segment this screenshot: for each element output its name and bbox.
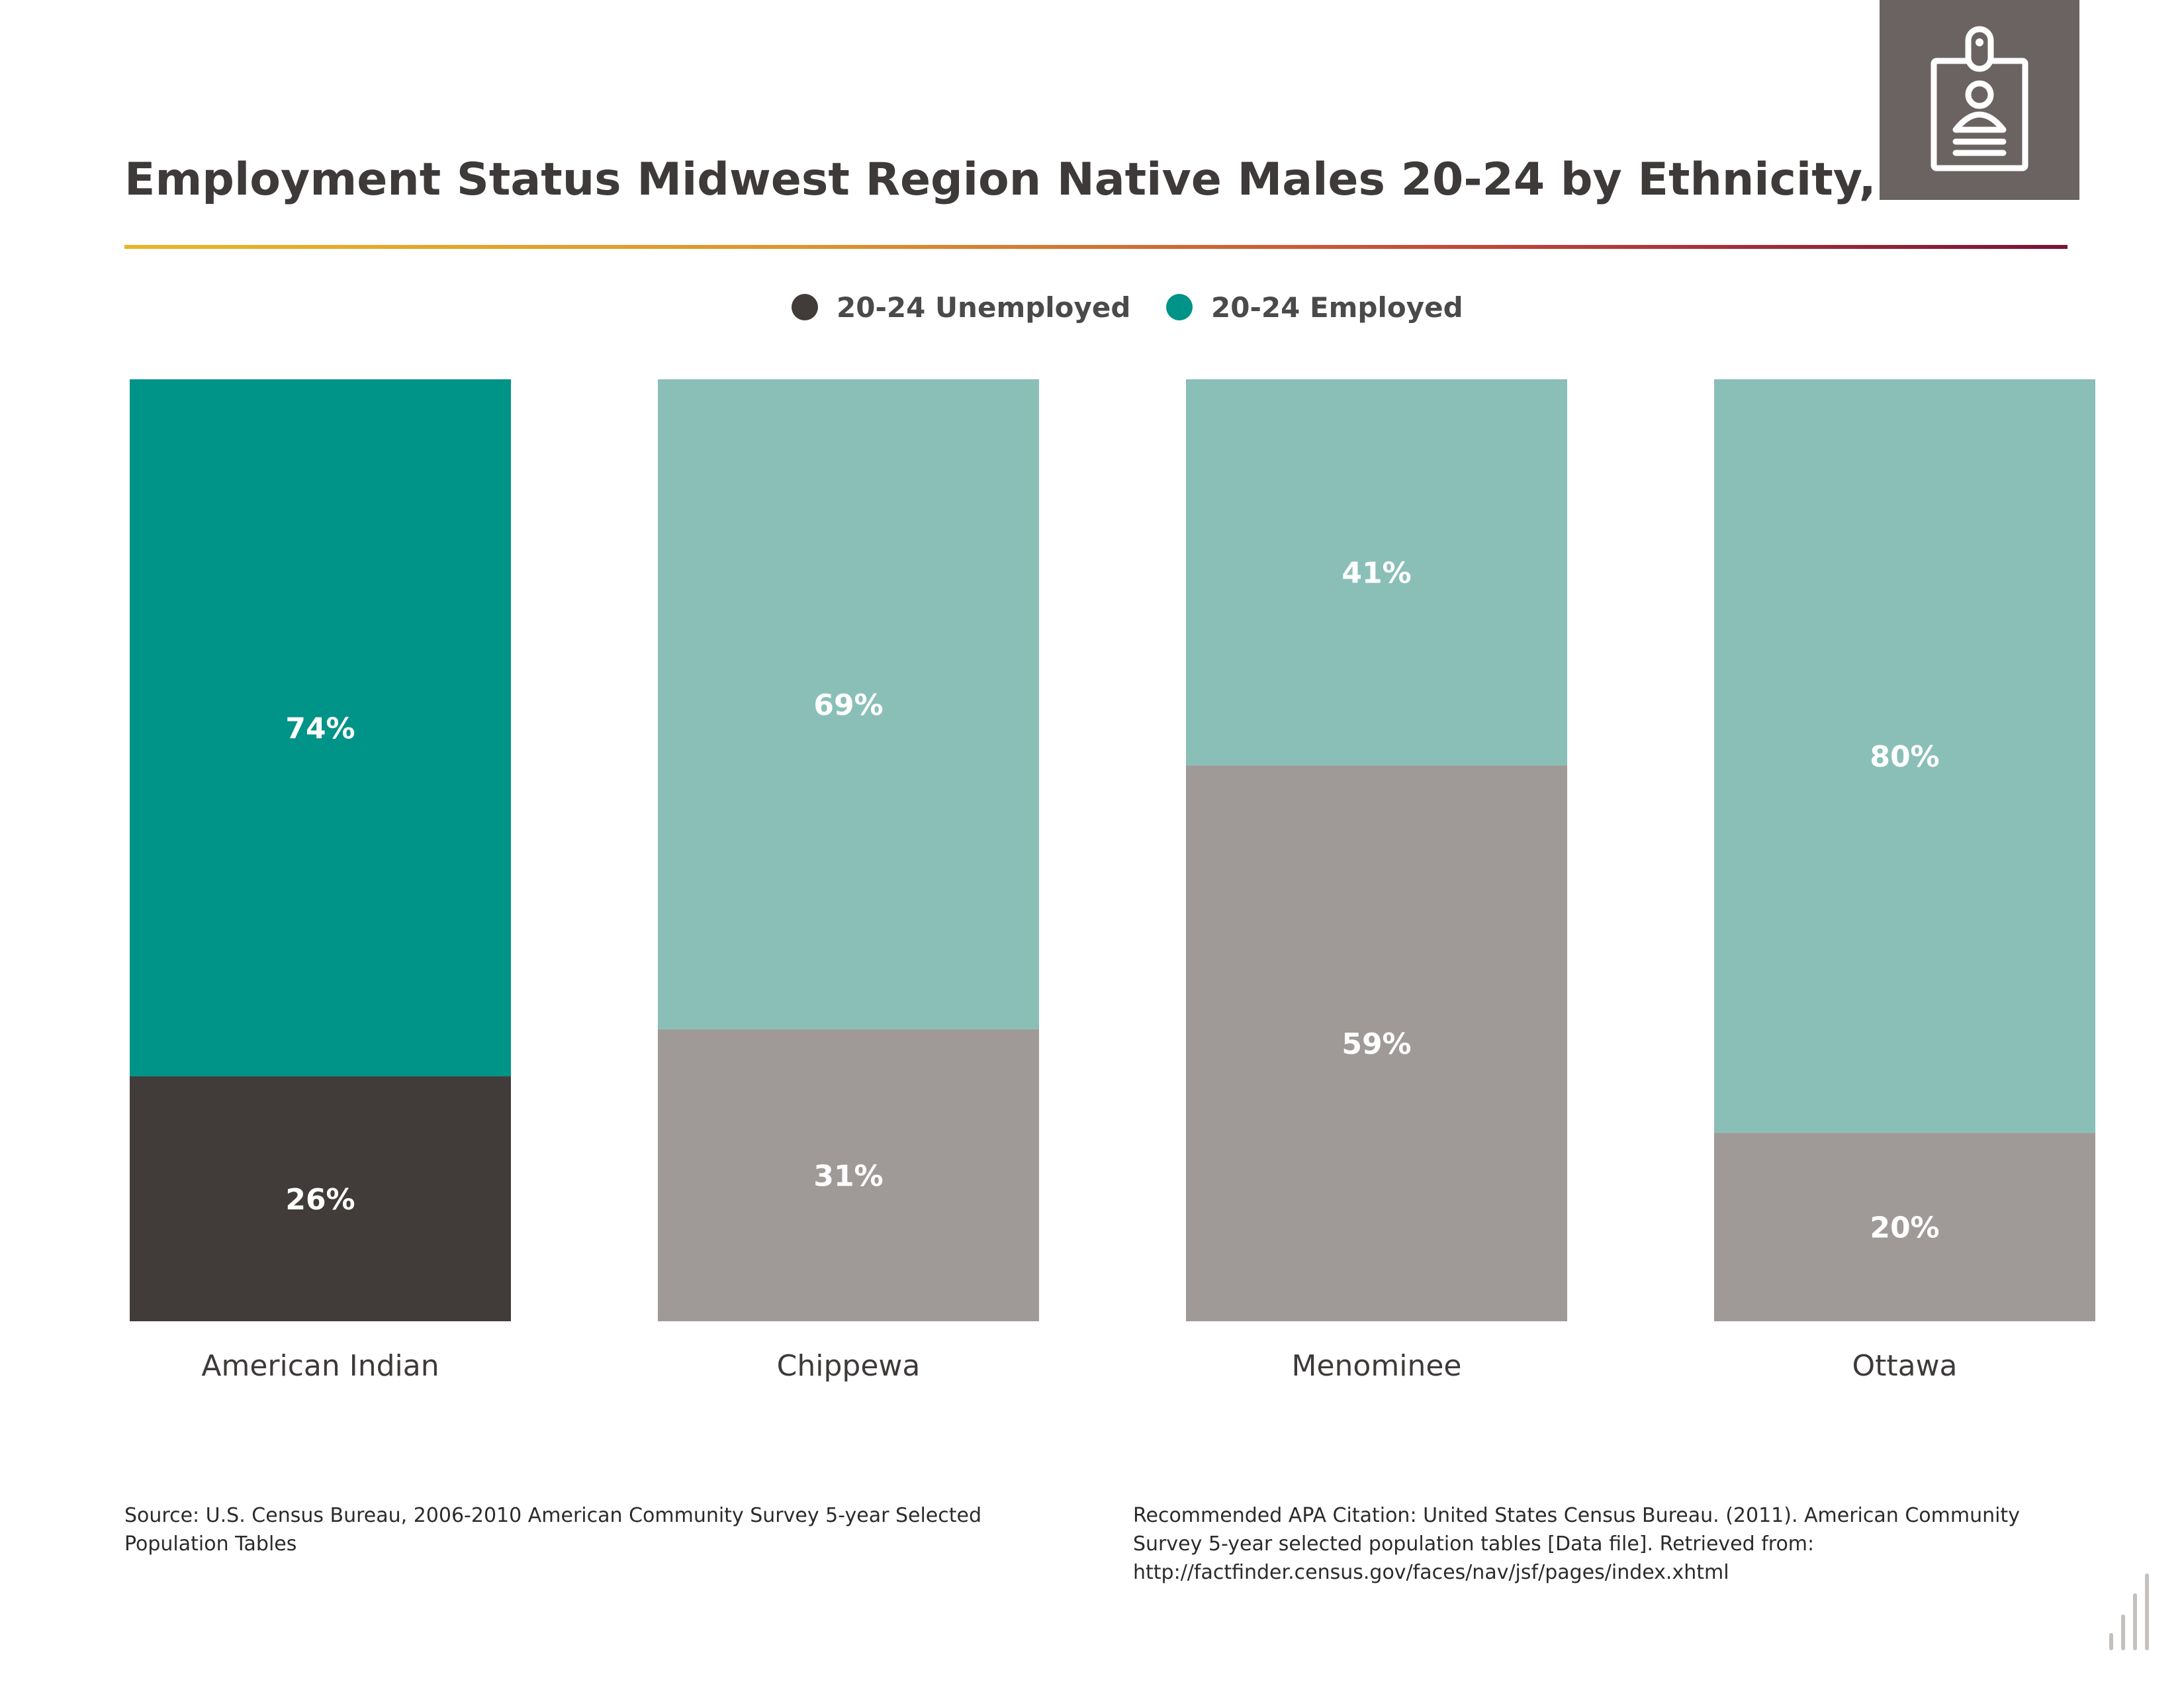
stacked-bar-chart: 74% 26% American Indian 69% 31% Chippewa 41% 59… — [130, 379, 2095, 1383]
data-label-employed-chippewa: 69% — [813, 688, 883, 722]
bar-employed-chippewa — [658, 379, 1039, 1029]
bar-employed-ottawa — [1714, 379, 2095, 1133]
legend-label-unemployed: 20-24 Unemployed — [837, 291, 1131, 324]
legend-marker-unemployed — [792, 294, 818, 320]
header-badge — [1880, 0, 2079, 200]
legend-label-employed: 20-24 Employed — [1211, 291, 1463, 324]
title-divider — [124, 245, 2068, 249]
bar-employed-american-indian — [130, 379, 511, 1077]
citation-note: Recommended APA Citation: United States … — [1133, 1504, 2020, 1584]
data-label-employed-american-indian: 74% — [285, 712, 355, 746]
bar-unemployed-chippewa — [658, 1029, 1039, 1321]
chart-title: Employment Status Midwest Region Native … — [124, 154, 1876, 206]
category-label-chippewa: Chippewa — [777, 1349, 921, 1383]
bar-unemployed-american-indian — [130, 1076, 511, 1321]
category-label-menominee: Menominee — [1292, 1349, 1462, 1383]
id-badge-icon — [1931, 26, 2028, 171]
data-label-unemployed-american-indian: 26% — [285, 1183, 355, 1217]
legend-item-unemployed: 20-24 Unemployed — [792, 289, 1130, 326]
data-label-unemployed-ottawa: 20% — [1870, 1211, 1939, 1245]
bar-employed-menominee — [1186, 379, 1567, 766]
legend-marker-employed — [1166, 294, 1193, 320]
data-label-employed-ottawa: 80% — [1870, 740, 1939, 774]
data-label-unemployed-menominee: 59% — [1342, 1027, 1411, 1061]
category-label-ottawa: Ottawa — [1852, 1349, 1957, 1383]
bar-unemployed-menominee — [1186, 765, 1567, 1321]
data-label-unemployed-chippewa: 31% — [813, 1159, 883, 1193]
bar-unemployed-ottawa — [1714, 1133, 2095, 1321]
bar-chart-mark-icon — [2109, 1573, 2149, 1650]
data-label-employed-menominee: 41% — [1342, 557, 1411, 590]
source-note: Source: U.S. Census Bureau, 2006-2010 Am… — [124, 1504, 982, 1556]
category-label-american-indian: American Indian — [201, 1349, 439, 1383]
legend-item-employed: 20-24 Employed — [1166, 289, 1463, 326]
